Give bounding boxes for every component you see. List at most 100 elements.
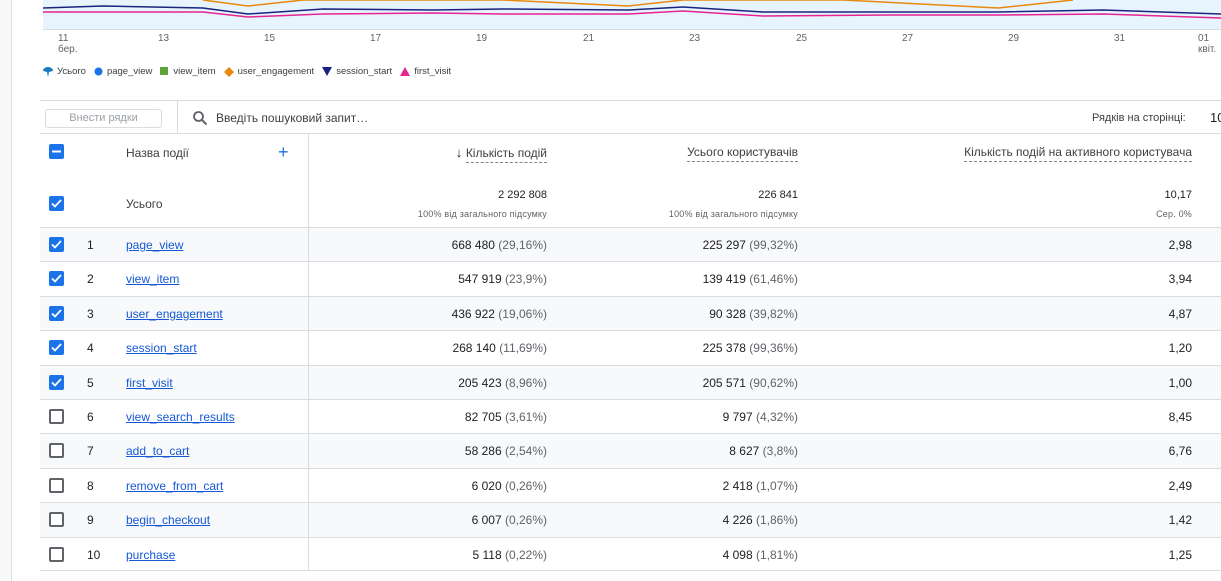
event-count-value: 6 020	[471, 478, 502, 493]
chart-lines	[43, 0, 1221, 19]
event-count-pct: (8,96%)	[504, 375, 547, 390]
table-row: 8 remove_from_cart 6 020 (0,26%) 2 418 (…	[40, 468, 1221, 504]
user-count: 4 226 (1,86%)	[723, 513, 798, 527]
event-count-value: 668 480	[451, 238, 495, 252]
x-axis-tick: 19	[476, 33, 487, 44]
row-number: 4	[87, 341, 94, 356]
total-checkbox[interactable]	[49, 196, 64, 211]
x-axis-tick: 23	[689, 33, 700, 44]
legend-triangle-up-icon	[400, 67, 411, 76]
user-count: 139 419 (61,46%)	[703, 272, 798, 286]
x-tick-label: 13	[158, 33, 170, 44]
legend-label: view_item	[173, 66, 216, 77]
event-count: 6 020 (0,26%)	[472, 479, 547, 493]
legend-label: first_visit	[414, 66, 452, 77]
add-rows-button[interactable]: Внести рядки	[45, 109, 162, 128]
row-number: 1	[87, 238, 94, 252]
x-axis-tick: 11 бер.	[58, 33, 78, 55]
legend-label: Усього	[57, 66, 86, 77]
event-name-link[interactable]: session_start	[126, 341, 197, 356]
user-count-value: 205 571	[702, 375, 746, 390]
user-count-value: 225 297	[702, 238, 746, 252]
event-name-link[interactable]: first_visit	[126, 375, 173, 390]
events-per-user: 3,94	[1168, 272, 1192, 287]
user-count-value: 225 378	[702, 341, 746, 356]
events-per-user: 2,49	[1168, 478, 1192, 493]
table-row: 9 begin_checkout 6 007 (0,26%) 4 226 (1,…	[40, 503, 1221, 538]
event-count: 436 922 (19,06%)	[452, 307, 547, 321]
row-checkbox[interactable]	[49, 546, 64, 562]
legend-label: page_view	[106, 66, 153, 77]
event-count: 668 480 (29,16%)	[452, 238, 547, 252]
add-dimension-plus-icon[interactable]: +	[278, 142, 289, 162]
rows-per-page-select[interactable]: 10	[1210, 110, 1221, 125]
row-checkbox[interactable]	[49, 512, 64, 528]
user-count-pct: (3,8%)	[762, 444, 798, 459]
row-checkbox[interactable]	[49, 374, 64, 390]
row-checkbox[interactable]	[49, 477, 64, 493]
event-name-link[interactable]: add_to_cart	[126, 444, 190, 459]
event-name-link[interactable]: view_search_results	[126, 409, 235, 424]
row-checkbox[interactable]	[49, 340, 64, 356]
legend-item[interactable]: page_view	[94, 66, 152, 77]
header-events-per-user[interactable]: Кількість подій на активного користувача	[964, 145, 1192, 162]
event-name-link[interactable]: purchase	[126, 547, 176, 562]
events-per-user: 1,00	[1168, 375, 1192, 390]
user-count-value: 139 419	[702, 272, 746, 287]
header-total-users[interactable]: Усього користувачів	[687, 145, 798, 162]
total-per-user: 10,17	[1164, 189, 1192, 201]
legend-item[interactable]: Усього	[43, 66, 86, 77]
events-per-user: 2,98	[1168, 238, 1192, 252]
user-count-pct: (4,32%)	[755, 409, 798, 424]
event-count-pct: (23,9%)	[504, 272, 547, 287]
x-tick-label: 23	[689, 33, 701, 44]
header-event-count[interactable]: ↓ Кількість подій	[456, 145, 547, 163]
event-count-pct: (19,06%)	[498, 306, 547, 321]
row-checkbox[interactable]	[49, 271, 64, 287]
event-name-link[interactable]: begin_checkout	[126, 513, 211, 528]
total-per-user-sub: Сер. 0%	[1156, 209, 1192, 219]
event-count: 268 140 (11,69%)	[452, 341, 547, 355]
table-row: 1 page_view 668 480 (29,16%) 225 297 (99…	[40, 228, 1221, 263]
total-events-sub: 100% від загального підсумку	[417, 209, 547, 219]
event-name-link[interactable]: remove_from_cart	[126, 478, 224, 493]
event-name-link[interactable]: user_engagement	[126, 306, 223, 321]
total-users: 226 841	[758, 189, 798, 201]
row-checkbox[interactable]	[49, 443, 64, 459]
user-count-pct: (1,81%)	[755, 547, 798, 562]
row-number: 8	[87, 478, 94, 493]
legend-item[interactable]: first_visit	[400, 66, 451, 77]
table-row: 4 session_start 268 140 (11,69%) 225 378…	[40, 331, 1221, 366]
row-checkbox[interactable]	[49, 305, 64, 321]
legend-item[interactable]: session_start	[322, 66, 392, 77]
user-count: 90 328 (39,82%)	[709, 307, 798, 321]
user-count: 205 571 (90,62%)	[703, 376, 798, 390]
user-count-value: 90 328	[709, 306, 746, 321]
user-count-value: 4 226	[722, 513, 753, 528]
legend-circle-icon	[94, 67, 103, 76]
user-count: 9 797 (4,32%)	[723, 410, 798, 424]
x-tick-label: 17	[370, 33, 382, 44]
header-event-name[interactable]: Назва події	[126, 146, 189, 160]
row-checkbox[interactable]	[49, 237, 64, 252]
rows-per-page-label: Рядків на сторінці:	[1092, 112, 1186, 124]
event-count-pct: (11,69%)	[499, 341, 547, 356]
event-count-value: 205 423	[458, 375, 502, 390]
table-row: 10 purchase 5 118 (0,22%) 4 098 (1,81%) …	[40, 537, 1221, 571]
row-checkbox[interactable]	[49, 408, 64, 424]
divider	[177, 101, 178, 134]
legend-item[interactable]: user_engagement	[223, 66, 314, 77]
x-axis-tick: 13	[158, 33, 169, 44]
search-input[interactable]: Введіть пошуковий запит…	[216, 111, 369, 125]
select-all-checkbox[interactable]	[49, 144, 64, 159]
event-name-link[interactable]: view_item	[126, 272, 180, 287]
event-count: 58 286 (2,54%)	[465, 444, 547, 458]
total-users-sub: 100% від загального підсумку	[668, 209, 798, 219]
user-count-pct: (1,07%)	[755, 478, 798, 493]
event-count-value: 58 286	[464, 444, 502, 459]
event-name-link[interactable]: page_view	[126, 238, 184, 252]
user-count: 2 418 (1,07%)	[723, 479, 798, 493]
legend-diamond-icon	[223, 66, 234, 77]
legend-item[interactable]: view_item	[160, 66, 216, 77]
event-count: 547 919 (23,9%)	[458, 272, 547, 286]
